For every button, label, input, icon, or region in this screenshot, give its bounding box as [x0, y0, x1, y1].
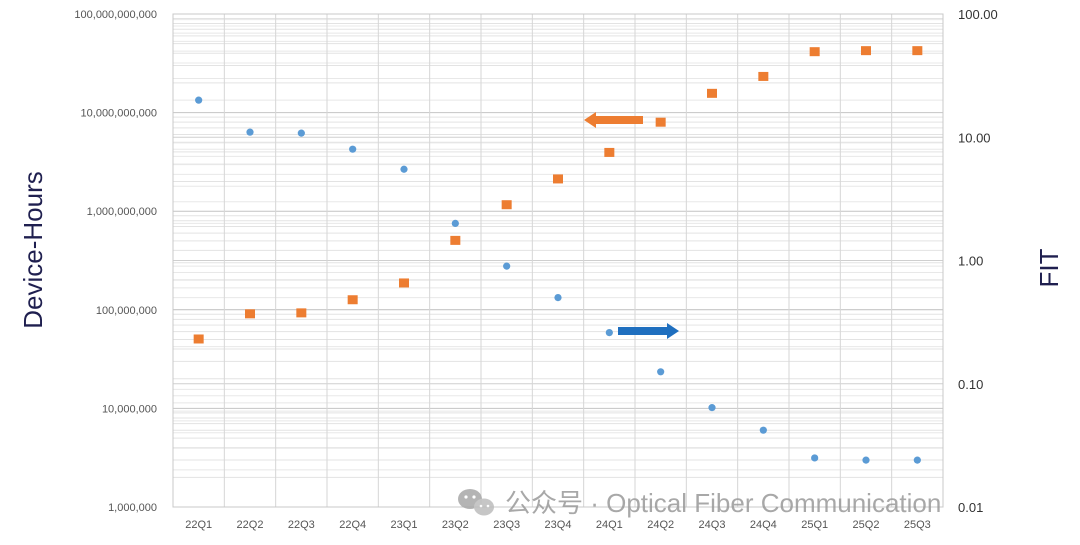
data-point-circle: [195, 96, 203, 104]
left-arrow-head: [584, 112, 596, 128]
right-tick-label: 0.01: [958, 500, 983, 515]
left-tick-label: 1,000,000,000: [87, 206, 157, 218]
data-point-circle: [708, 404, 716, 412]
data-point-circle: [503, 262, 511, 270]
data-point-square: [861, 46, 871, 56]
right-axis-ticks: 0.01 0.10 1.00 10.00 100.00: [958, 7, 998, 515]
annotations: [584, 112, 679, 339]
data-point-square: [347, 295, 358, 305]
x-tick-label: 24Q2: [647, 519, 674, 531]
data-point-circle: [759, 426, 767, 434]
right-arrow-head: [667, 323, 679, 339]
left-tick-label: 10,000,000: [102, 403, 157, 415]
data-point-circle: [657, 368, 665, 376]
left-tick-label: 100,000,000,000: [74, 9, 157, 21]
data-point-circle: [349, 145, 357, 153]
x-tick-label: 24Q4: [750, 519, 777, 531]
data-point-circle: [400, 165, 408, 173]
data-point-square: [707, 88, 717, 98]
data-point-circle: [811, 454, 819, 462]
data-point-square: [604, 147, 615, 157]
x-axis-ticks: 22Q1 22Q2 22Q3 22Q4 23Q1 23Q2 23Q3 23Q4 24Q1 24Q2…: [185, 519, 931, 531]
watermark: 公众号 · Optical Fiber Communication: [458, 488, 941, 518]
x-tick-label: 23Q1: [391, 519, 418, 531]
data-point-square: [809, 47, 820, 57]
right-tick-label: 10.00: [958, 130, 991, 145]
x-tick-label: 22Q1: [185, 519, 212, 531]
data-point-square: [399, 278, 409, 288]
data-point-circle: [913, 456, 921, 464]
data-point-square: [501, 200, 512, 210]
x-tick-label: 23Q2: [442, 519, 469, 531]
data-point-square: [245, 309, 255, 319]
wechat-icon: [458, 489, 494, 516]
x-tick-label: 22Q3: [288, 519, 315, 531]
x-tick-label: 23Q3: [493, 519, 520, 531]
watermark-text: 公众号 · Optical Fiber Communication: [505, 488, 941, 518]
x-tick-label: 25Q3: [904, 519, 931, 531]
data-point-square: [296, 308, 307, 318]
x-tick-label: 25Q2: [853, 519, 880, 531]
y2-axis-title: FIT: [1034, 248, 1064, 287]
right-tick-label: 100.00: [958, 7, 998, 22]
series-layer: [193, 46, 923, 464]
right-tick-label: 0.10: [958, 377, 983, 392]
x-tick-label: 25Q1: [801, 519, 828, 531]
data-point-square: [553, 174, 563, 184]
data-point-circle: [862, 456, 870, 464]
x-tick-label: 24Q1: [596, 519, 623, 531]
left-tick-label: 100,000,000: [96, 305, 157, 317]
data-point-square: [912, 46, 923, 56]
vertical-gridlines: [172, 13, 944, 508]
data-point-circle: [246, 128, 254, 136]
data-point-circle: [554, 294, 562, 302]
left-axis-ticks: 1,000,000 10,000,000 100,000,000 1,000,000,…: [74, 9, 157, 514]
data-point-circle: [297, 129, 305, 137]
x-tick-label: 24Q3: [699, 519, 726, 531]
data-point-square: [193, 334, 204, 344]
plot-frame: [172, 13, 944, 508]
minor-gridlines: [173, 18, 943, 478]
data-point-square: [758, 71, 769, 81]
x-tick-label: 22Q2: [237, 519, 264, 531]
right-tick-label: 1.00: [958, 254, 983, 269]
data-point-circle: [451, 219, 459, 227]
left-tick-label: 10,000,000,000: [81, 108, 157, 120]
data-point-square: [655, 117, 666, 127]
y-axis-title: Device-Hours: [18, 171, 48, 329]
left-arrow-shaft: [594, 116, 643, 124]
left-tick-label: 1,000,000: [108, 502, 157, 514]
x-tick-label: 23Q4: [545, 519, 572, 531]
x-tick-label: 22Q4: [339, 519, 366, 531]
right-arrow-shaft: [618, 327, 669, 335]
data-point-square: [450, 235, 461, 245]
data-point-circle: [605, 329, 613, 337]
